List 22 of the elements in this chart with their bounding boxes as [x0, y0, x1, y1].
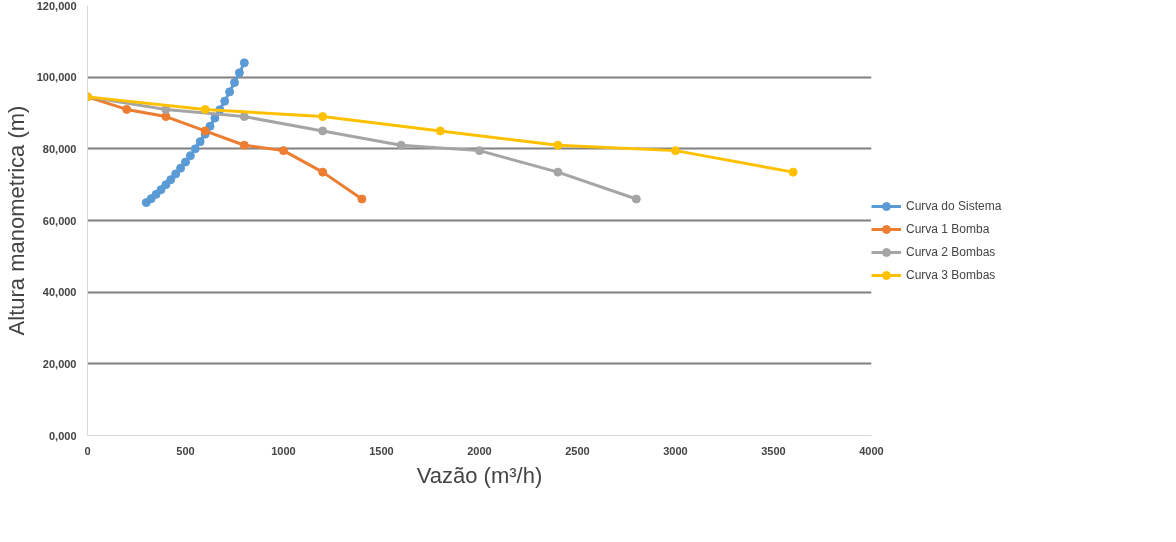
x-tick-label: 3500 — [761, 444, 786, 457]
x-tick-label: 4000 — [859, 444, 884, 457]
x-tick-label: 3000 — [663, 444, 688, 457]
legend-label: Curva 3 Bombas — [906, 268, 996, 282]
legend-label: Curva do Sistema — [906, 199, 1002, 213]
y-tick-label: 100,000 — [36, 71, 77, 84]
x-tick-label: 2500 — [565, 444, 590, 457]
legend-label: Curva 1 Bomba — [906, 222, 990, 236]
x-tick-label: 500 — [176, 444, 195, 457]
x-tick-label: 1500 — [369, 444, 394, 457]
y-tick-label: 120,000 — [36, 0, 77, 12]
y-tick-label: 0,000 — [48, 429, 77, 442]
y-tick-label: 80,000 — [42, 142, 77, 155]
x-tick-label: 1000 — [271, 444, 296, 457]
y-tick-label: 40,000 — [42, 286, 77, 299]
x-tick-label: 0 — [84, 444, 91, 457]
legend-label: Curva 2 Bombas — [906, 245, 996, 259]
x-axis-title: Vazão (m³/h) — [416, 462, 543, 488]
y-tick-label: 60,000 — [42, 214, 77, 227]
y-axis-title: Altura manometrica (m) — [3, 105, 29, 336]
y-tick-label: 20,000 — [42, 357, 77, 370]
x-tick-label: 2000 — [467, 444, 492, 457]
